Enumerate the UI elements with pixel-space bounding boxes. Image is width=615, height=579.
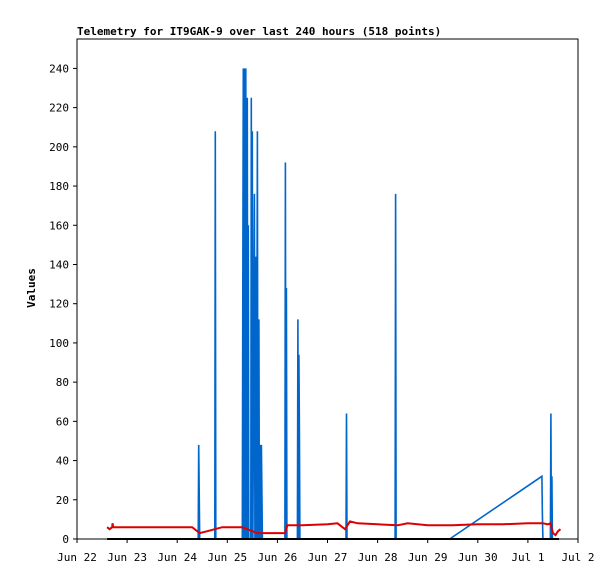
- y-tick-label: 200: [49, 141, 69, 154]
- y-tick-label: 180: [49, 180, 69, 193]
- x-tick-label: Jun 27: [308, 551, 348, 564]
- y-tick-label: 40: [56, 455, 69, 468]
- series-line-2: [106, 520, 562, 537]
- series-layer: [106, 68, 562, 540]
- chart-title: Telemetry for IT9GAK-9 over last 240 hou…: [77, 25, 441, 38]
- y-tick-label: 120: [49, 298, 69, 311]
- x-tick-label: Jun 22: [57, 551, 97, 564]
- y-tick-label: 0: [62, 533, 69, 546]
- y-tick-label: 80: [56, 376, 69, 389]
- x-tick-label: Jun 25: [207, 551, 247, 564]
- x-tick-label: Jun 23: [107, 551, 147, 564]
- x-tick-label: Jun 24: [157, 551, 197, 564]
- y-tick-label: 140: [49, 258, 69, 271]
- y-tick-label: 220: [49, 102, 69, 115]
- x-tick-label: Jun 30: [458, 551, 498, 564]
- y-tick-label: 240: [49, 62, 69, 75]
- x-tick-label: Jun 28: [358, 551, 398, 564]
- x-tick-label: Jun 26: [258, 551, 298, 564]
- y-tick-label: 60: [56, 415, 69, 428]
- series-line-1: [107, 68, 559, 540]
- y-tick-label: 160: [49, 219, 69, 232]
- y-tick-label: 100: [49, 337, 69, 350]
- x-axis: Jun 22 Jun 23 Jun 24 Jun 25 Jun 26 Jun 27 Jun …: [57, 539, 595, 564]
- x-tick-label: Jun 29: [408, 551, 448, 564]
- y-axis: 0 20 40 60 80 100 120 140 160 180 200 220 240: [49, 62, 77, 546]
- x-tick-label: Jul 1: [511, 551, 544, 564]
- x-tick-label: Jul 2: [561, 551, 594, 564]
- y-tick-label: 20: [56, 494, 69, 507]
- y-axis-label: Values: [25, 268, 38, 308]
- plot-frame: [76, 38, 579, 540]
